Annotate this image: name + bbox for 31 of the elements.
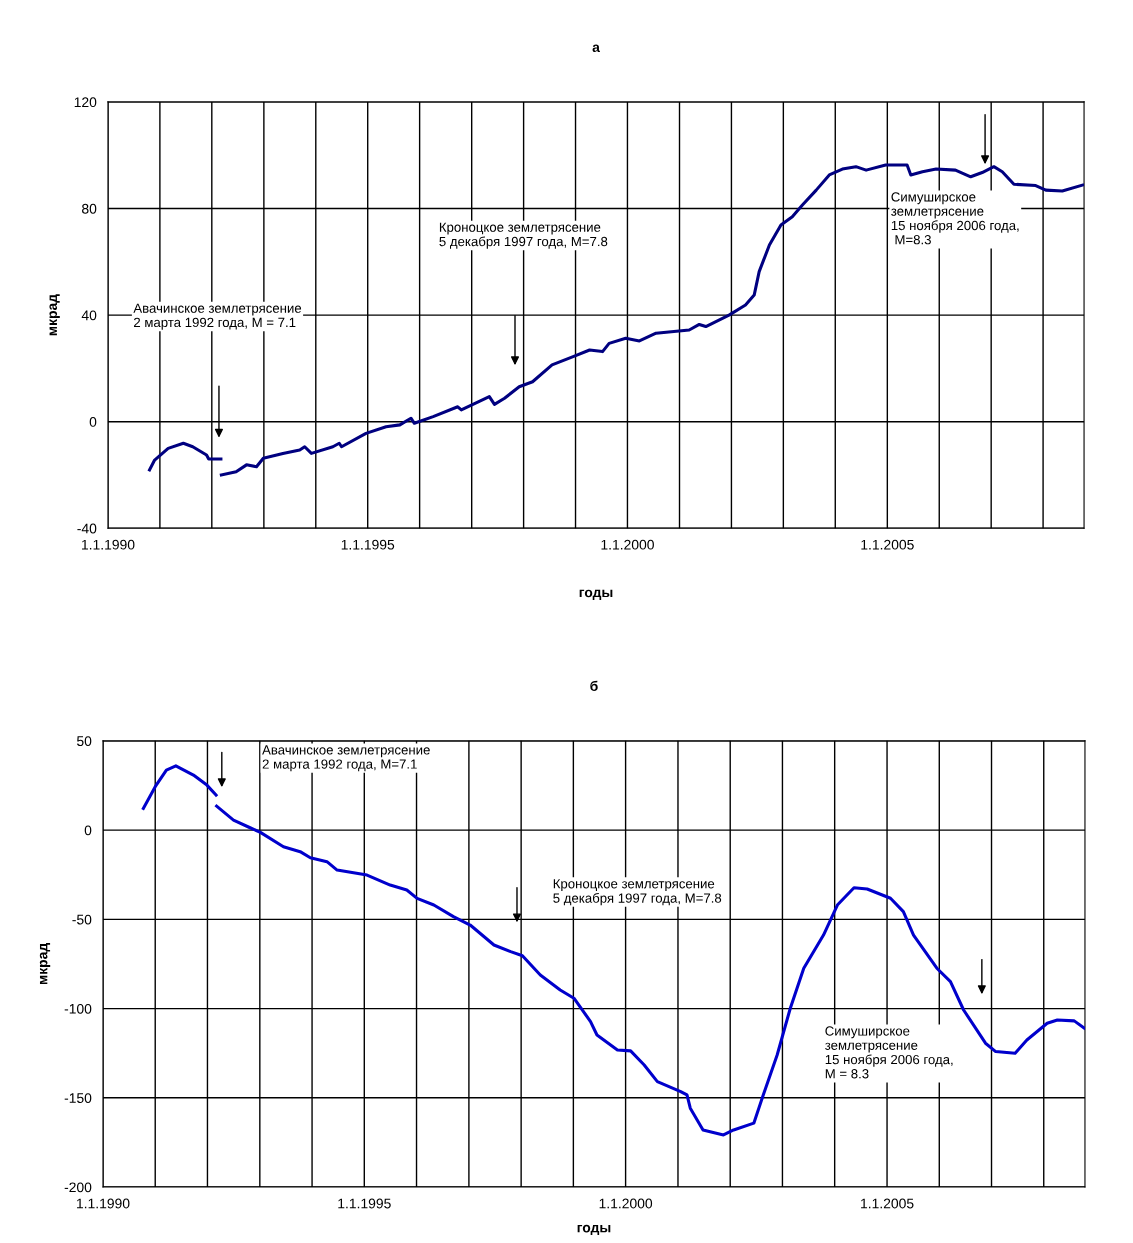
chart-title: а [592,44,600,53]
x-tick-label: 1.1.2005 [861,1198,914,1209]
y-tick-label: 50 [76,736,92,746]
y-tick-label: 80 [82,203,97,214]
x-tick-label: 1.1.1990 [82,539,135,550]
y-tick-label: -150 [64,1093,92,1103]
y-tick-label: 0 [84,825,92,836]
y-tick-label: -200 [64,1182,92,1193]
y-tick-label: -50 [72,914,92,925]
x-tick-label: 1.1.1995 [338,1198,391,1209]
x-axis-title: годы [579,589,613,600]
y-axis-title: мкрад [49,294,60,336]
x-tick-label: 1.1.2000 [601,539,654,550]
annotation: Авачинское землетрясение 2 марта 1992 года, М = 7.1 [133,303,302,330]
chart-title: б [590,680,598,691]
x-tick-label: 1.1.1995 [341,539,395,550]
annotation: Симуширское землетрясение 15 ноября 2006 года, М=8.3 [891,192,1019,245]
y-tick-label: -100 [64,1003,92,1014]
annotation: Симуширское землетрясение 15 ноября 2006 года, М = 8.3 [825,1026,953,1079]
x-tick-label: 1.1.1990 [77,1198,130,1209]
x-tick-label: 1.1.2005 [861,539,914,550]
annotation: Кроноцкое землетрясение 5 декабря 1997 года, М=7.8 [553,879,722,906]
y-tick-label: -40 [77,523,97,534]
x-tick-label: 1.1.2000 [599,1198,653,1209]
y-tick-label: 40 [81,310,97,321]
y-tick-label: 0 [89,417,97,427]
annotation: Авачинское землетрясение 2 марта 1992 года, М=7.1 [262,745,430,772]
x-axis-title: годы [577,1224,611,1236]
y-axis-title: мкрад [39,943,51,985]
y-tick-label: 120 [74,97,97,108]
annotation: Кроноцкое землетрясение 5 декабря 1997 года, М=7.8 [439,222,608,249]
